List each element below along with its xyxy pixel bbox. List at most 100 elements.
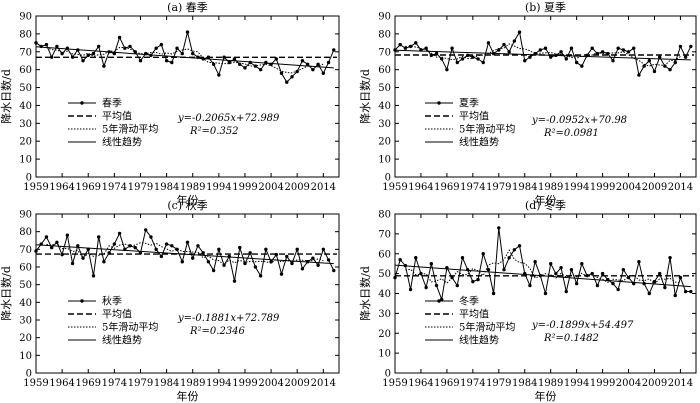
legend-series-label: 春季 xyxy=(102,98,122,110)
data-point xyxy=(238,62,242,66)
data-point xyxy=(279,272,284,276)
data-point xyxy=(595,51,600,56)
data-point xyxy=(238,245,242,250)
data-point xyxy=(471,55,475,59)
legend-series-label: 冬季 xyxy=(459,295,479,308)
data-point xyxy=(569,46,574,50)
x-tick-label: 2014 xyxy=(668,182,693,193)
data-point xyxy=(533,260,537,264)
y-tick-label: 0 xyxy=(385,369,391,380)
y-tick-label: 10 xyxy=(19,351,32,362)
legend-moving-average-label: 5年滑动平均 xyxy=(459,123,515,136)
data-point xyxy=(196,244,200,248)
x-tick-label: 1999 xyxy=(590,182,615,193)
x-tick-label: 1959 xyxy=(23,378,48,389)
y-axis-title: 降水日数/d xyxy=(358,266,372,321)
data-point xyxy=(476,277,480,282)
data-point xyxy=(201,251,205,255)
y-tick-label: 90 xyxy=(19,12,32,23)
data-point xyxy=(548,55,553,59)
data-point xyxy=(616,287,620,292)
y-axis-title: 降水日数/d xyxy=(0,266,13,321)
data-point xyxy=(222,263,226,267)
data-point xyxy=(559,50,563,54)
y-tick-label: 0 xyxy=(26,173,32,184)
data-point xyxy=(175,247,179,252)
y-tick-label: 30 xyxy=(378,119,391,130)
data-point xyxy=(55,240,59,244)
x-tick-label: 1959 xyxy=(382,378,407,389)
data-point xyxy=(180,51,184,56)
series-line xyxy=(35,228,335,282)
trend-line xyxy=(394,264,691,288)
legend-trend-label: 线性趋势 xyxy=(102,136,142,149)
legend-series-marker xyxy=(437,299,441,303)
moving-average-line xyxy=(46,242,324,266)
data-point xyxy=(112,242,117,246)
data-point xyxy=(96,44,101,49)
y-tick-label: 70 xyxy=(19,245,32,256)
plot-frame xyxy=(35,15,340,178)
data-point xyxy=(123,247,127,252)
x-tick-label: 1959 xyxy=(382,182,407,193)
plot-frame xyxy=(35,213,340,374)
data-point xyxy=(138,59,143,63)
data-point xyxy=(460,256,465,260)
data-point xyxy=(543,46,548,50)
trend-line xyxy=(35,46,334,69)
plot-frame xyxy=(394,15,697,178)
data-point xyxy=(580,261,584,266)
data-point xyxy=(424,285,428,290)
y-tick-label: 0 xyxy=(26,369,32,380)
r-squared: R²=0.0981 xyxy=(543,128,599,139)
data-point xyxy=(243,261,247,266)
x-axis-title: 年份 xyxy=(177,389,199,403)
x-tick-label: 1979 xyxy=(486,182,511,193)
x-tick-label: 1974 xyxy=(460,378,485,389)
data-point xyxy=(332,48,336,52)
legend-trend-label: 线性趋势 xyxy=(459,334,499,347)
r-squared: R²=0.2346 xyxy=(189,326,246,337)
data-point xyxy=(574,281,579,286)
trend-equation: y=-0.1899x+54.497 xyxy=(531,320,634,331)
legend-mean-label: 平均值 xyxy=(102,110,132,123)
data-point xyxy=(606,51,610,56)
data-point xyxy=(60,252,64,257)
data-point xyxy=(621,267,626,272)
data-point xyxy=(393,275,397,280)
data-point xyxy=(481,252,485,256)
data-point xyxy=(285,80,289,84)
series-line xyxy=(394,227,691,302)
x-axis-title: 年份 xyxy=(177,193,199,207)
x-tick-label: 1989 xyxy=(538,378,563,389)
panel-title: (c) 秋季 xyxy=(167,198,207,212)
x-tick-label: 1994 xyxy=(564,182,589,193)
data-point xyxy=(175,46,179,50)
data-point xyxy=(70,55,75,59)
data-point xyxy=(326,258,331,262)
legend-trend-label: 线性趋势 xyxy=(459,136,499,149)
data-point xyxy=(403,263,408,268)
y-tick-label: 80 xyxy=(378,29,391,40)
y-tick-label: 10 xyxy=(378,155,391,166)
data-point xyxy=(564,57,568,61)
data-point xyxy=(206,55,211,59)
data-point xyxy=(668,67,672,72)
data-point xyxy=(300,267,305,271)
data-point xyxy=(258,274,263,278)
x-tick-label: 1969 xyxy=(76,378,101,389)
data-point xyxy=(274,57,279,61)
data-point xyxy=(611,59,615,63)
y-tick-label: 20 xyxy=(378,137,391,148)
data-point xyxy=(211,268,216,273)
data-point xyxy=(465,267,470,272)
data-point xyxy=(222,55,226,59)
x-tick-label: 2004 xyxy=(616,378,641,389)
data-point xyxy=(316,62,320,66)
data-point xyxy=(647,59,651,63)
data-point xyxy=(450,275,454,280)
y-tick-label: 60 xyxy=(19,263,32,274)
data-point xyxy=(117,35,122,40)
